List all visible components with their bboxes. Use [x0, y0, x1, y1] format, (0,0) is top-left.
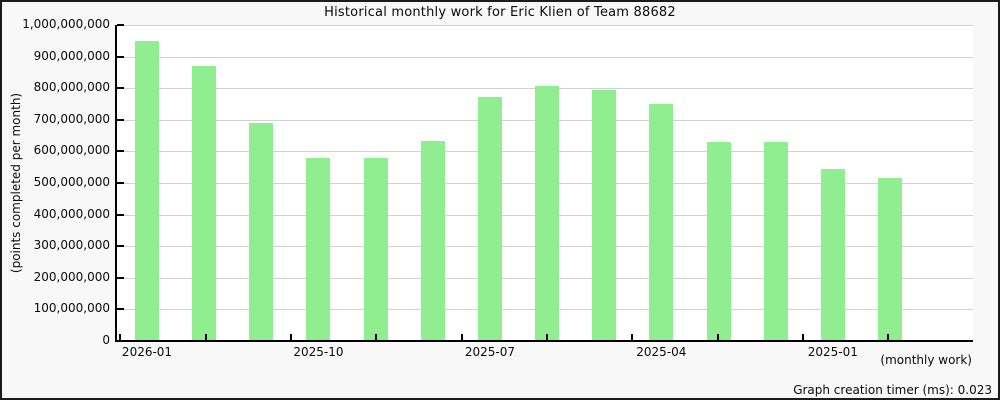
x-tick: [887, 334, 890, 341]
bar-2025-01: [820, 169, 845, 341]
y-tick-label: 900,000,000: [33, 48, 110, 63]
x-tick: [290, 334, 292, 341]
x-tick: [716, 334, 719, 341]
bar-2025-05: [592, 90, 617, 341]
y-tick-label: 300,000,000: [33, 238, 110, 253]
x-tick: [119, 334, 122, 341]
x-axis-line: [115, 340, 973, 342]
bar-2025-03: [706, 142, 731, 341]
y-tick: [117, 213, 124, 216]
bar-2024-12: [877, 178, 902, 341]
y-tick: [117, 276, 124, 279]
y-tick-label: 100,000,000: [33, 301, 110, 316]
y-tick-label: 0: [102, 333, 110, 347]
y-tick: [117, 87, 124, 90]
y-tick: [117, 24, 124, 26]
y-tick-label: 500,000,000: [33, 175, 110, 189]
y-axis-line: [115, 25, 117, 342]
y-tick-label: 400,000,000: [33, 206, 110, 221]
x-tick: [631, 334, 634, 341]
x-tick: [204, 334, 207, 341]
bar-2025-06: [535, 86, 560, 341]
x-tick: [545, 334, 548, 341]
footer-timer: Graph creation timer (ms): 0.023: [793, 383, 992, 397]
y-tick: [117, 150, 124, 153]
x-tick: [801, 334, 804, 341]
y-tick: [117, 308, 124, 311]
bar-2025-07: [477, 97, 502, 341]
y-tick: [117, 340, 124, 342]
x-tick: [460, 334, 463, 341]
chart-title: Historical monthly work for Eric Klien o…: [324, 5, 676, 20]
x-tick-label: 2025-04: [636, 345, 687, 359]
bar-2025-08: [420, 141, 445, 341]
bar-2025-02: [763, 142, 788, 341]
x-axis-caption: (monthly work): [880, 353, 972, 367]
y-tick-label: 700,000,000: [33, 111, 110, 126]
x-tick-label: 2025-01: [807, 345, 858, 359]
x-tick-label: 2026-01: [121, 345, 173, 359]
y-tick: [117, 118, 124, 121]
bar-2025-10: [306, 158, 331, 341]
y-tick-label: 1,000,000,000: [22, 17, 110, 31]
x-tick-label: 2025-07: [464, 345, 515, 359]
y-tick-label: 800,000,000: [33, 80, 110, 95]
y-tick-label: 600,000,000: [33, 143, 110, 158]
y-tick: [117, 245, 124, 248]
x-tick: [375, 334, 378, 341]
y-gridline: [117, 56, 973, 58]
bar-2026-01: [135, 41, 159, 341]
plot-area: [117, 25, 973, 341]
y-tick-label: 200,000,000: [33, 269, 110, 284]
bar-2025-09: [363, 158, 388, 341]
y-tick: [117, 55, 124, 58]
bar-2025-11: [249, 123, 274, 341]
x-tick-label: 2025-10: [293, 345, 344, 359]
y-gridline: [117, 25, 973, 26]
bar-2025-04: [649, 104, 674, 341]
y-tick: [117, 182, 124, 184]
bar-2025-12: [192, 66, 217, 341]
